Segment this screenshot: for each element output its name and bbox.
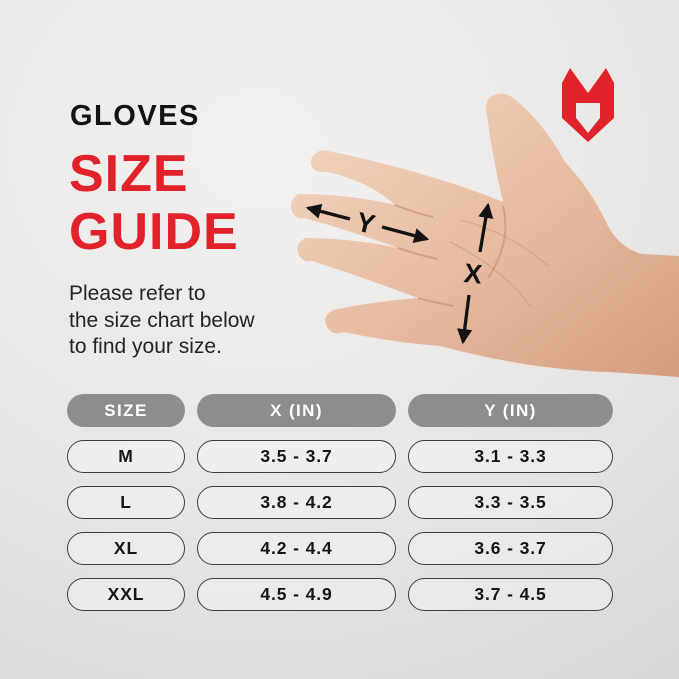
table-cell-x-l: 3.8 - 4.2 — [197, 486, 396, 519]
table-header-x: X (IN) — [197, 394, 396, 427]
table-cell-x-xl: 4.2 - 4.4 — [197, 532, 396, 565]
page-title-line-1: SIZE — [69, 145, 189, 203]
intro-line-3: to find your size. — [69, 335, 222, 358]
x-measure-label: X — [462, 258, 483, 290]
table-cell-y-xxl: 3.7 - 4.5 — [408, 578, 613, 611]
thumb-crease — [487, 205, 507, 279]
finger-gap-crease — [394, 204, 434, 218]
table-header-y: Y (IN) — [408, 394, 613, 427]
finger-gap-crease — [397, 247, 439, 260]
table-header-size: SIZE — [67, 394, 185, 427]
finger-gap-crease — [417, 297, 455, 307]
x-measure-arrow: X — [457, 202, 494, 345]
table-cell-x-m: 3.5 - 3.7 — [197, 440, 396, 473]
table-cell-size-xxl: XXL — [67, 578, 185, 611]
page-title-line-2: GUIDE — [69, 203, 239, 261]
hand-photo: Y X — [290, 93, 679, 378]
intro-line-2: the size chart below — [69, 308, 255, 332]
table-cell-size-l: L — [67, 486, 185, 519]
palm-line — [449, 241, 531, 307]
table-cell-size-xl: XL — [67, 532, 185, 565]
table-cell-y-l: 3.3 - 3.5 — [408, 486, 613, 519]
horned-shield-logo-icon — [562, 68, 614, 142]
page-title: SIZE GUIDE — [69, 145, 239, 261]
product-label: GLOVES — [70, 100, 200, 132]
table-cell-y-m: 3.1 - 3.3 — [408, 440, 613, 473]
intro-text: Please refer to the size chart below to … — [69, 281, 255, 361]
table-cell-x-xxl: 4.5 - 4.9 — [197, 578, 396, 611]
palm-line — [459, 219, 549, 267]
intro-line-1: Please refer to — [69, 282, 206, 305]
size-table: SIZE X (IN) Y (IN) M 3.5 - 3.7 3.1 - 3.3… — [67, 394, 613, 611]
hand-silhouette — [290, 93, 679, 378]
table-cell-y-xl: 3.6 - 3.7 — [408, 532, 613, 565]
table-cell-size-m: M — [67, 440, 185, 473]
